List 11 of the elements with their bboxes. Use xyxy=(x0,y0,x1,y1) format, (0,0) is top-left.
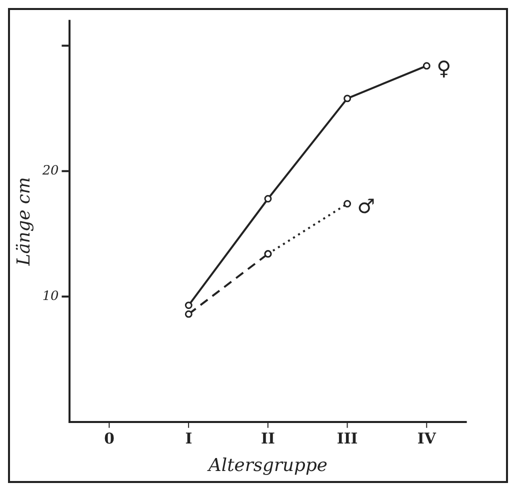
x-tick-label: I xyxy=(185,430,192,448)
series-label: ♂ xyxy=(357,194,376,218)
x-tick-label: 0 xyxy=(104,430,114,448)
series-label: ♀ xyxy=(436,56,452,80)
x-tick-label: III xyxy=(336,430,358,448)
y-tick-label: 20 xyxy=(41,164,59,178)
y-tick-label: 10 xyxy=(42,288,59,304)
y-axis-title: Länge cm xyxy=(13,177,34,267)
x-tick-label: II xyxy=(261,430,275,448)
x-axis-title: Altersgruppe xyxy=(206,454,328,476)
x-tick-label: IV xyxy=(417,430,436,448)
